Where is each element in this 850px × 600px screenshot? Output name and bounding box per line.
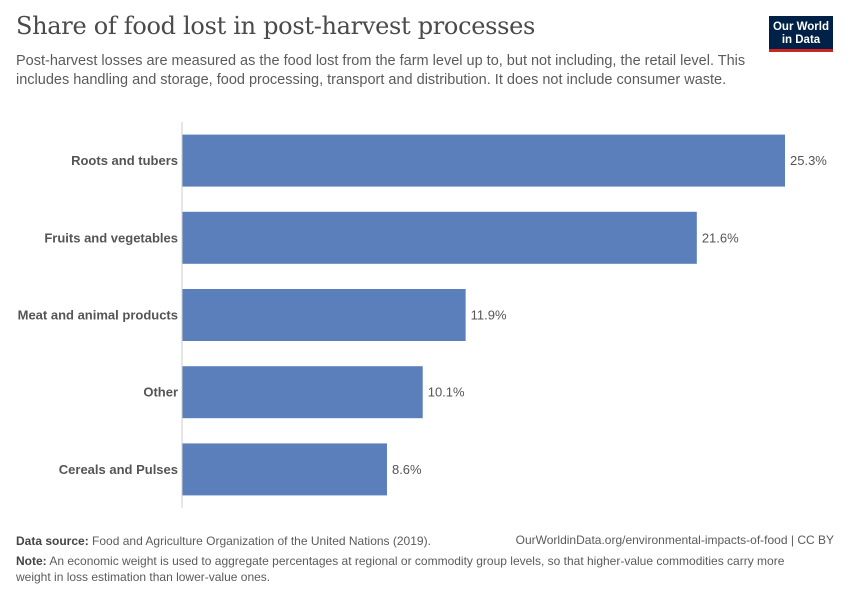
note-label: Note: — [16, 554, 47, 568]
source-url[interactable]: OurWorldinData.org/environmental-impacts… — [515, 533, 834, 547]
category-label: Roots and tubers — [71, 153, 178, 168]
value-label: 10.1% — [428, 385, 465, 400]
note-text: An economic weight is used to aggregate … — [16, 554, 785, 584]
source-label: Data source: — [16, 534, 89, 548]
data-source: Data source: Food and Agriculture Organi… — [16, 533, 431, 549]
value-label: 8.6% — [392, 462, 422, 477]
value-label: 21.6% — [702, 230, 739, 245]
bar[interactable] — [182, 366, 423, 419]
value-label: 25.3% — [790, 153, 827, 168]
bar[interactable] — [182, 211, 697, 264]
chart-title: Share of food lost in post-harvest proce… — [16, 12, 536, 40]
bar[interactable] — [182, 134, 785, 187]
source-text: Food and Agriculture Organization of the… — [92, 534, 431, 548]
category-label: Cereals and Pulses — [59, 462, 178, 477]
category-label: Other — [143, 385, 178, 400]
chart-subtitle: Post-harvest losses are measured as the … — [16, 53, 746, 88]
chart-note: Note: An economic weight is used to aggr… — [16, 553, 816, 585]
value-label: 11.9% — [471, 308, 507, 323]
logo-line-2: in Data — [781, 33, 821, 46]
bar[interactable] — [182, 289, 466, 341]
category-label: Fruits and vegetables — [44, 230, 178, 245]
logo-line-1: Our World — [772, 21, 829, 33]
bar[interactable] — [182, 443, 387, 496]
owid-logo[interactable]: Our World in Data — [769, 16, 833, 52]
category-label: Meat and animal products — [18, 308, 178, 323]
